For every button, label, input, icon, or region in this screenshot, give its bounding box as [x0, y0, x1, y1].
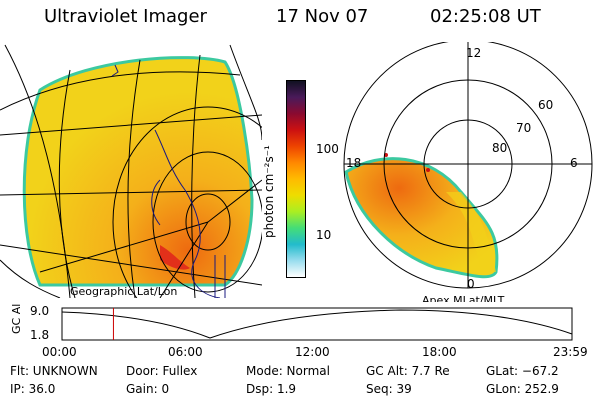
- flt-status: Flt: UNKNOWN: [10, 364, 98, 378]
- time-label: 02:25:08 UT: [430, 6, 541, 27]
- date-label: 17 Nov 07: [276, 6, 369, 27]
- mlat-mlt-image-panel: 12 18 6 0 60 70 80 Apex MLat/MLT: [343, 42, 593, 302]
- altitude-ytick-low: 1.8: [30, 328, 49, 342]
- time-tick-1800: 18:00: [422, 345, 457, 359]
- instrument-title: Ultraviolet Imager: [44, 6, 207, 27]
- geographic-image-panel: Geographic Lat/Lon: [0, 44, 262, 298]
- lat-label-80: 80: [492, 141, 507, 155]
- right-panel-label: Apex MLat/MLT: [422, 294, 505, 302]
- altitude-ytick-high: 9.0: [30, 304, 49, 318]
- glat-status: GLat: −67.2: [486, 364, 559, 378]
- colorbar-tick-10: 10: [316, 228, 332, 242]
- colorbar: [286, 80, 306, 278]
- aurora-hotspot: [160, 245, 190, 270]
- mlt-label-0: 0: [467, 277, 475, 291]
- seq-status: Seq: 39: [366, 382, 412, 396]
- time-tick-2359: 23:59: [553, 345, 588, 359]
- colorbar-tick-100: 100: [316, 142, 339, 156]
- left-panel-label: Geographic Lat/Lon: [70, 285, 177, 298]
- polar-grid: [343, 42, 593, 289]
- mode-status: Mode: Normal: [246, 364, 330, 378]
- gc-alt-status: GC Alt: 7.7 Re: [366, 364, 450, 378]
- time-tick-0000: 00:00: [42, 345, 77, 359]
- dsp-status: Dsp: 1.9: [246, 382, 297, 396]
- mlt-label-18: 18: [346, 156, 361, 170]
- time-tick-1200: 12:00: [295, 345, 330, 359]
- altitude-ylabel: GC Alt: [10, 304, 23, 334]
- door-status: Door: Fullex: [126, 364, 198, 378]
- altitude-plot: GC Alt 9.0 1.8 00:00 06:00 12:00 18:00 2…: [10, 304, 588, 359]
- coastline: [111, 64, 226, 298]
- lat-label-60: 60: [538, 98, 553, 112]
- altitude-plot-frame: [61, 307, 573, 341]
- gain-status: Gain: 0: [126, 382, 170, 396]
- glon-status: GLon: 252.9: [486, 382, 559, 396]
- ip-status: IP: 36.0: [10, 382, 56, 396]
- colorbar-unit-label: photon cm⁻²s⁻¹: [262, 145, 276, 238]
- time-tick-0600: 06:00: [168, 345, 203, 359]
- lat-label-70: 70: [516, 121, 531, 135]
- mlt-label-12: 12: [466, 46, 481, 60]
- left-image-fill: [22, 56, 254, 287]
- mlt-label-6: 6: [570, 156, 578, 170]
- altitude-curve: [61, 309, 573, 339]
